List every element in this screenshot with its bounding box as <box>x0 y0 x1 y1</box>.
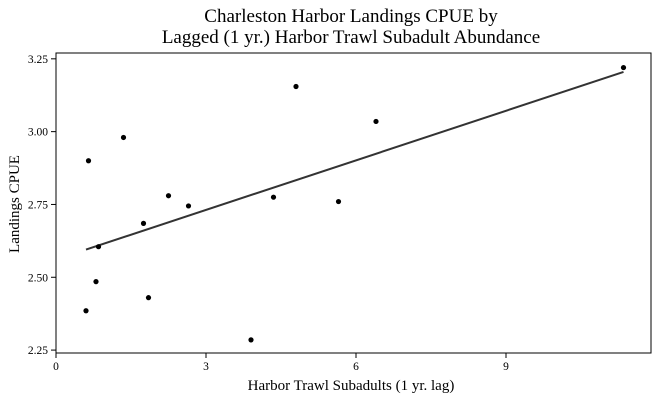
data-point <box>93 279 99 285</box>
x-tick-label: 9 <box>503 361 509 373</box>
data-point <box>248 337 254 343</box>
data-point <box>140 220 147 226</box>
y-tick-label: 3.25 <box>28 54 48 66</box>
data-point <box>373 118 379 125</box>
chart-title-line-2: Lagged (1 yr.) Harbor Trawl Subadult Abu… <box>162 27 540 48</box>
data-point <box>95 244 102 250</box>
data-point <box>185 203 192 209</box>
x-tick-label: 3 <box>203 361 209 373</box>
y-tick-label: 2.25 <box>28 345 48 357</box>
x-axis-label: Harbor Trawl Subadults (1 yr. lag) <box>248 378 455 394</box>
data-point <box>270 194 277 200</box>
data-point <box>145 295 152 301</box>
plot-border <box>55 52 652 354</box>
y-tick-label: 3.00 <box>28 127 48 139</box>
data-point <box>293 83 299 90</box>
y-tick-label: 2.50 <box>28 272 48 284</box>
y-axis-label: Landings CPUE <box>7 155 23 253</box>
data-point <box>83 308 89 314</box>
x-tick-label: 6 <box>353 361 359 373</box>
y-tick-label: 2.75 <box>28 199 48 211</box>
data-point <box>165 193 172 199</box>
data-point <box>85 158 92 164</box>
data-point <box>620 64 627 71</box>
data-point <box>120 134 127 141</box>
chart-title-line-1: Charleston Harbor Landings CPUE by <box>204 6 498 27</box>
data-point <box>335 198 342 205</box>
x-tick-label: 0 <box>53 361 59 373</box>
plot-area: 0 3 6 9 2.25 2.50 2.75 3.00 3.25 <box>28 52 652 373</box>
trend-line <box>85 70 624 251</box>
